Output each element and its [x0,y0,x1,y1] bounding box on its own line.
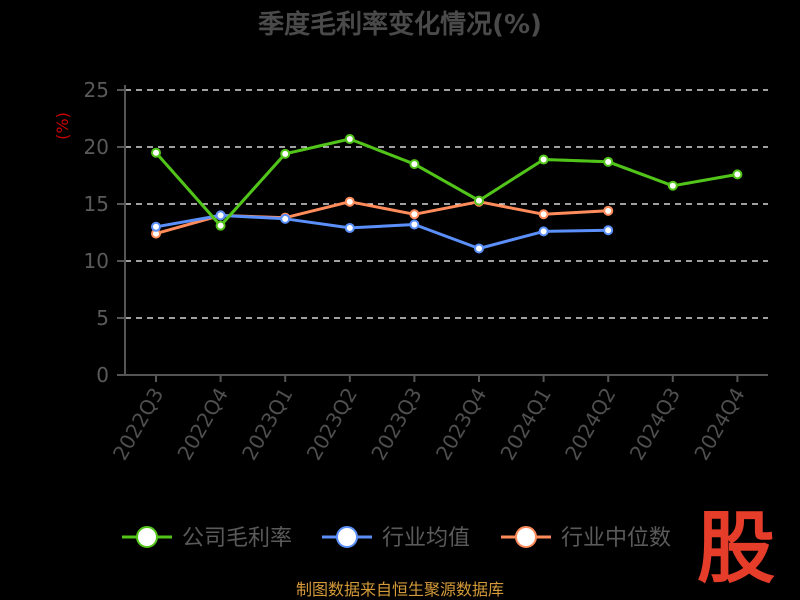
point-1-2024Q2 [603,225,614,236]
y-tick-label-20: 20 [84,135,109,159]
x-tick-label-2023Q3: 2023Q3 [366,384,426,465]
point-0-2022Q4 [215,220,226,231]
x-tick-label-2024Q3: 2024Q3 [625,384,685,465]
point-1-2022Q3 [151,221,161,232]
y-axis-label: (%) [53,112,72,140]
y-tick-label-25: 25 [84,78,109,102]
point-2-2023Q3 [409,209,420,220]
x-tick-label-2022Q3: 2022Q3 [108,384,168,465]
chart-title: 季度毛利率变化情况(%) [258,9,542,40]
legend-item-1[interactable]: 行业均值 [322,526,470,551]
x-tick-label-2023Q1: 2023Q1 [237,384,297,465]
point-1-2023Q4 [474,243,484,254]
point-1-2023Q3 [409,219,420,230]
series-trend-0 [154,137,738,228]
axes: 0 5 10 15 20 25 2022Q3 2022Q4 2023Q1 2023Q2 2023Q3… [84,78,768,464]
y-tick-label-10: 10 [84,249,109,273]
point-0-2023Q4 [474,195,484,206]
x-tick-label-2023Q2: 2023Q2 [302,384,362,465]
legend-item-0[interactable]: 公司毛利率 [122,526,292,551]
point-0-2022Q3 [151,147,161,158]
point-0-2023Q3 [409,159,420,170]
x-tick-label-2022Q4: 2022Q4 [172,384,232,465]
series-layer [151,134,743,254]
series-line-0 [154,137,738,228]
brand-logo: 股 [697,504,775,594]
legend-label-2: 行业中位数 [561,526,671,551]
legend-marker-1 [336,526,358,548]
x-tick-label-2024Q2: 2024Q2 [560,384,620,465]
gridlines [125,89,768,319]
source-note: 制图数据来自恒生聚源数据库 [296,580,504,599]
point-1-2022Q4 [215,210,226,221]
y-tick-label-15: 15 [84,192,109,216]
point-0-2023Q1 [280,148,291,159]
y-tick-label-5: 5 [96,306,109,330]
legend-label-0: 公司毛利率 [182,526,292,551]
series-line-1 [155,213,609,250]
legend-marker-2 [515,526,537,548]
y-tick-label-0: 0 [96,363,109,387]
legend-marker-0 [136,526,158,548]
point-0-2024Q2 [603,156,614,167]
x-tick-label-2024Q4: 2024Q4 [689,384,749,465]
point-1-2024Q1 [538,226,549,237]
point-2-2024Q1 [538,209,549,220]
point-2-2024Q2 [603,205,614,216]
point-1-2023Q1 [280,213,291,224]
point-0-2024Q3 [667,180,678,191]
point-0-2024Q1 [538,154,549,165]
point-1-2023Q2 [344,222,355,233]
legend[interactable]: 公司毛利率 行业均值 行业中位数 [122,526,671,551]
x-tick-label-2024Q1: 2024Q1 [495,384,555,465]
x-tick-label-2023Q4: 2023Q4 [431,384,491,465]
legend-item-2[interactable]: 行业中位数 [501,526,671,551]
point-0-2023Q2 [344,134,355,145]
point-2-2023Q2 [344,196,355,207]
legend-label-1: 行业均值 [382,526,470,551]
point-0-2024Q4 [732,169,743,180]
